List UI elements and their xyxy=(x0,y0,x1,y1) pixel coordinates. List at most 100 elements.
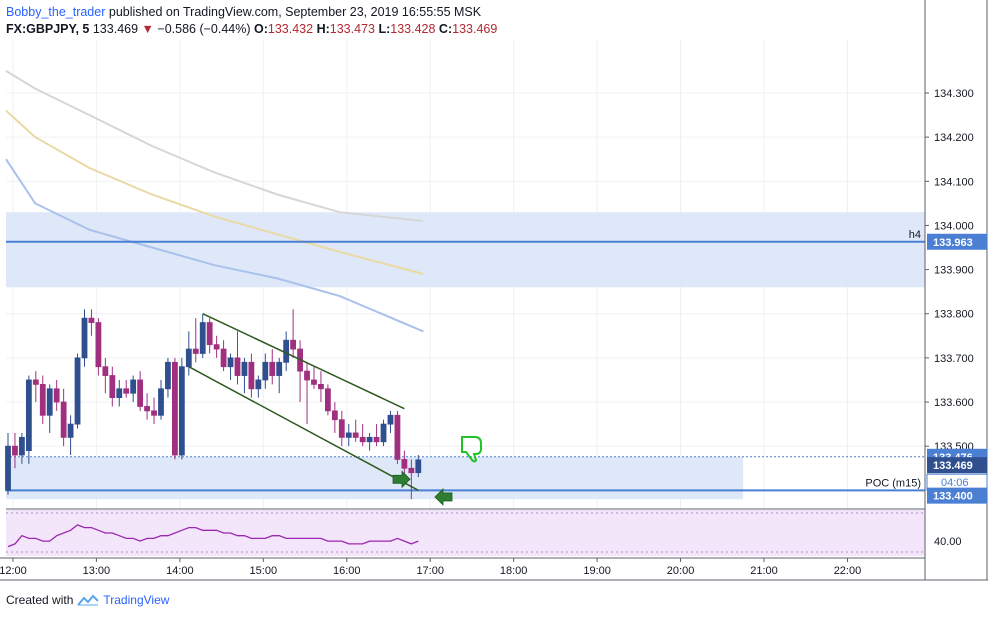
candle-body xyxy=(234,357,241,376)
candle xyxy=(241,357,248,394)
candle-body xyxy=(178,366,185,456)
candle xyxy=(220,340,227,372)
symbol-line: FX:GBPJPY, 5 133.469 ▼ −0.586 (−0.44%) O… xyxy=(6,21,497,38)
candle xyxy=(213,335,220,358)
open-label: O: xyxy=(254,22,268,36)
candle xyxy=(401,450,408,478)
candle-body xyxy=(144,406,150,412)
candle xyxy=(338,410,345,447)
h4-axis-label: 133.963 xyxy=(933,237,973,249)
candle xyxy=(185,331,192,376)
low-label: L: xyxy=(378,22,391,36)
supply-demand-zone-0 xyxy=(6,212,925,288)
open-value: 133.432 xyxy=(267,22,314,36)
last-price: 133.469 xyxy=(92,22,139,36)
chart-header: Bobby_the_trader published on TradingVie… xyxy=(6,4,497,38)
candle xyxy=(408,459,415,500)
price-tick-label: 134.200 xyxy=(934,132,974,144)
candle-body xyxy=(116,388,123,399)
candle xyxy=(394,410,401,464)
candle xyxy=(352,419,359,442)
candle xyxy=(345,424,352,447)
high-label: H: xyxy=(316,22,330,36)
time-tick-label: 16:00 xyxy=(333,565,361,577)
candle-body xyxy=(248,361,255,390)
candle-body xyxy=(394,414,401,460)
candle xyxy=(227,353,234,380)
axes-layer: 134.300 134.200 134.100 134.000 133.900 133.8… xyxy=(0,0,988,581)
symbol-name[interactable]: FX:GBPJPY, 5 xyxy=(6,22,90,36)
price-tick-label: 133.600 xyxy=(934,397,974,409)
candle xyxy=(109,366,116,407)
candle xyxy=(88,309,95,336)
candle-body xyxy=(387,414,394,425)
time-tick-label: 22:00 xyxy=(834,565,862,577)
moving-average-blue xyxy=(5,158,424,333)
tradingview-link[interactable]: TradingView xyxy=(103,593,170,607)
price-tick-label: 133.700 xyxy=(934,353,974,365)
moving-average-gray xyxy=(5,70,424,222)
candle xyxy=(380,419,387,447)
candle xyxy=(366,432,373,451)
candle-body xyxy=(123,388,130,394)
candle xyxy=(165,357,171,398)
time-tick-label: 14:00 xyxy=(166,565,194,577)
candle xyxy=(12,432,18,469)
candle xyxy=(359,424,366,447)
candle-body xyxy=(304,370,310,381)
candle xyxy=(234,331,241,385)
high-value: 133.473 xyxy=(329,22,375,36)
h4-axis-label-box xyxy=(927,233,987,250)
author-link[interactable]: Bobby_the_trader xyxy=(6,5,106,19)
candle-body xyxy=(60,401,67,438)
candles-layer xyxy=(5,309,422,500)
candle-body xyxy=(19,436,25,456)
candle xyxy=(137,371,144,411)
candle-body xyxy=(220,348,227,368)
candle xyxy=(74,353,81,429)
candle xyxy=(269,349,276,385)
candle xyxy=(262,353,269,389)
close-value: 133.469 xyxy=(452,22,498,36)
candle-body xyxy=(373,436,380,443)
channel-layer[interactable] xyxy=(188,313,419,491)
candle-body xyxy=(39,383,46,416)
candle-body xyxy=(32,379,39,385)
close-label: C: xyxy=(438,22,453,36)
poc-axis-label: 133.400 xyxy=(933,491,973,503)
candle xyxy=(116,379,123,407)
time-tick-label: 19:00 xyxy=(583,565,611,577)
candle-body xyxy=(67,423,74,438)
candle xyxy=(255,375,262,398)
candle xyxy=(192,318,199,363)
candle-body xyxy=(192,348,199,354)
candle-body xyxy=(380,423,387,443)
poc-axis-label-box xyxy=(927,487,987,504)
candle xyxy=(318,371,324,403)
candle xyxy=(283,331,290,372)
candle xyxy=(304,362,310,425)
candle xyxy=(130,375,137,403)
candle xyxy=(158,379,164,420)
moving-averages-layer xyxy=(5,70,424,333)
low-value: 133.428 xyxy=(390,22,436,36)
oscillator-background xyxy=(6,510,925,556)
candle-body xyxy=(324,388,331,412)
zones-layer xyxy=(6,212,925,500)
time-tick-label: 15:00 xyxy=(250,565,278,577)
candle-body xyxy=(408,467,415,474)
candle xyxy=(178,357,185,460)
time-tick-label: 13:00 xyxy=(83,565,111,577)
candle xyxy=(25,375,32,464)
candle xyxy=(171,357,178,460)
candle-body xyxy=(137,379,144,407)
candle-body xyxy=(331,410,338,421)
candle-body xyxy=(53,388,60,403)
candle-body xyxy=(199,322,206,354)
candle-body xyxy=(25,379,32,452)
candle-body xyxy=(46,388,53,416)
price-tick-label: 134.300 xyxy=(934,88,974,100)
candle xyxy=(387,410,394,433)
channel-lower-line xyxy=(188,366,419,491)
